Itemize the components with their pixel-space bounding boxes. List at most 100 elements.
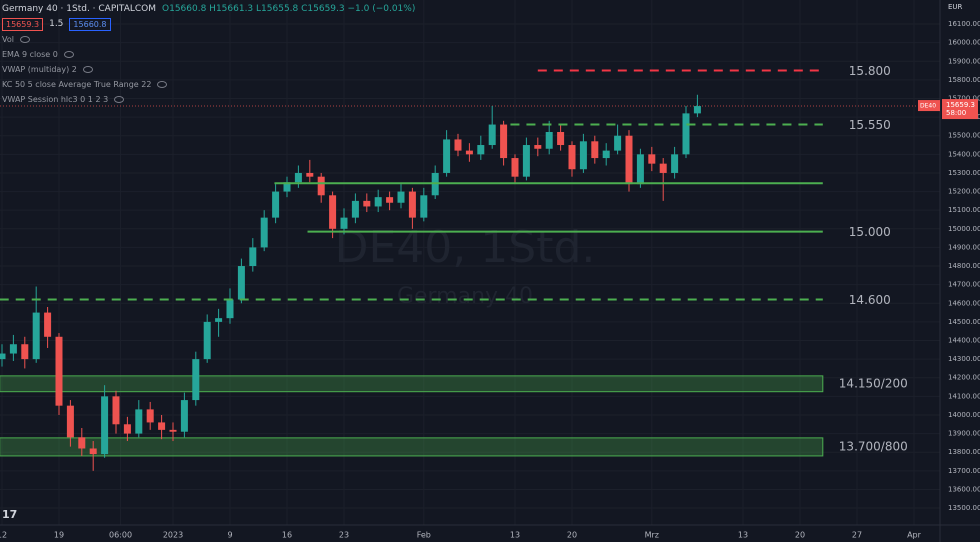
y-tick-label: 13800.00 bbox=[948, 448, 980, 456]
candle-body bbox=[397, 191, 405, 203]
level-label: 15.000 bbox=[849, 225, 891, 239]
y-tick-label: 14500.00 bbox=[948, 318, 980, 326]
y-tick-label: 15400.00 bbox=[948, 150, 980, 158]
candle-body bbox=[237, 266, 245, 300]
y-tick-label: 14700.00 bbox=[948, 281, 980, 289]
indicator[interactable]: EMA 9 close 0 bbox=[2, 47, 415, 62]
candle-body bbox=[454, 139, 462, 151]
zone bbox=[0, 437, 824, 457]
candle-body bbox=[693, 106, 701, 114]
indicator-label: EMA 9 close 0 bbox=[2, 50, 58, 59]
candle-body bbox=[158, 422, 166, 430]
level-label: 14.600 bbox=[849, 293, 891, 307]
candle-body bbox=[511, 158, 519, 177]
candle-body bbox=[386, 197, 394, 203]
x-tick-label: Apr bbox=[907, 531, 922, 540]
y-tick-label: 15000.00 bbox=[948, 225, 980, 233]
eye-icon[interactable] bbox=[157, 81, 168, 88]
candle-body bbox=[89, 448, 97, 455]
candle-body bbox=[557, 131, 565, 146]
x-tick-label: 27 bbox=[852, 531, 862, 540]
candle-body bbox=[9, 344, 17, 354]
x-tick-label: 13 bbox=[738, 531, 748, 540]
y-tick-label: 14200.00 bbox=[948, 374, 980, 382]
y-tick-label: 14600.00 bbox=[948, 299, 980, 307]
candle-body bbox=[659, 163, 667, 173]
candle-body bbox=[249, 247, 257, 267]
currency: EUR bbox=[948, 3, 963, 11]
candle-body bbox=[78, 437, 86, 449]
y-tick-label: 13900.00 bbox=[948, 430, 980, 438]
eye-icon[interactable] bbox=[82, 66, 93, 73]
candle-body bbox=[374, 197, 382, 207]
candle-body bbox=[135, 409, 143, 434]
candle-body bbox=[579, 141, 587, 170]
candle-body bbox=[21, 344, 29, 360]
candle-body bbox=[351, 200, 359, 218]
symbol-title[interactable]: Germany 40 · 1Std. · CAPITALCOM bbox=[2, 4, 157, 14]
y-tick-label: 13500.00 bbox=[948, 504, 980, 512]
x-tick-label: Mrz bbox=[645, 531, 659, 540]
eye-icon[interactable] bbox=[19, 36, 30, 43]
x-tick-label: 2023 bbox=[163, 531, 183, 540]
y-tick-label: 13600.00 bbox=[948, 485, 980, 493]
zone bbox=[0, 375, 824, 393]
candle-body bbox=[32, 312, 40, 360]
y-tick-label: 15800.00 bbox=[948, 76, 980, 84]
y-tick-label: 15500.00 bbox=[948, 132, 980, 140]
candle-body bbox=[488, 124, 496, 146]
candle-body bbox=[591, 141, 599, 159]
indicator-label: VWAP Session hlc3 0 1 2 3 bbox=[2, 95, 109, 104]
eye-icon[interactable] bbox=[114, 96, 125, 103]
candle-body bbox=[44, 312, 52, 337]
y-tick-label: 14000.00 bbox=[948, 411, 980, 419]
candle-body bbox=[477, 145, 485, 155]
x-tick-label: 9 bbox=[227, 531, 232, 540]
candle-body bbox=[602, 150, 610, 159]
y-tick-label: 16100.00 bbox=[948, 20, 980, 28]
spread: 1.5 bbox=[49, 19, 64, 29]
indicator-label: VWAP (multiday) 2 bbox=[2, 65, 77, 74]
level-label: 15.550 bbox=[849, 118, 891, 132]
ask[interactable]: 15660.8 bbox=[69, 18, 111, 31]
price-tag-countdown: 58:00 bbox=[946, 109, 966, 117]
x-tick-label: 20 bbox=[795, 531, 805, 540]
y-tick-label: 13700.00 bbox=[948, 467, 980, 475]
candle-body bbox=[614, 135, 622, 151]
candle-body bbox=[636, 154, 644, 185]
eye-icon[interactable] bbox=[63, 51, 74, 58]
price-tag-symbol: DE40 bbox=[920, 103, 936, 110]
indicator[interactable]: VWAP Session hlc3 0 1 2 3 bbox=[2, 92, 415, 107]
candle-body bbox=[465, 150, 473, 155]
candle-body bbox=[192, 359, 200, 401]
y-tick-label: 14800.00 bbox=[948, 262, 980, 270]
candle-body bbox=[226, 299, 234, 319]
indicator[interactable]: VWAP (multiday) 2 bbox=[2, 62, 415, 77]
x-tick-label: 20 bbox=[567, 531, 577, 540]
candle-body bbox=[648, 154, 656, 164]
logo: 17 bbox=[2, 508, 17, 521]
zone-label: 14.150/200 bbox=[839, 376, 908, 390]
header: Germany 40 · 1Std. · CAPITALCOM O15660.8 … bbox=[2, 2, 415, 107]
x-tick-label: 13 bbox=[510, 531, 520, 540]
y-tick-label: 14300.00 bbox=[948, 355, 980, 363]
candle-body bbox=[112, 396, 120, 425]
candle-body bbox=[500, 124, 508, 159]
indicator[interactable]: KC 50 5 close Average True Range 22 bbox=[2, 77, 415, 92]
candle-body bbox=[306, 172, 314, 177]
indicator[interactable]: Vol bbox=[2, 32, 415, 47]
bid[interactable]: 15659.3 bbox=[2, 18, 44, 31]
y-tick-label: 16000.00 bbox=[948, 39, 980, 47]
indicator-label: KC 50 5 close Average True Range 22 bbox=[2, 80, 152, 89]
candle-body bbox=[340, 217, 348, 229]
candle-body bbox=[260, 217, 268, 248]
y-tick-label: 15700.00 bbox=[948, 94, 980, 102]
candle-body bbox=[146, 409, 154, 423]
watermark-name: Germany 40 bbox=[397, 284, 533, 309]
candle-body bbox=[272, 191, 280, 218]
y-tick-label: 15100.00 bbox=[948, 206, 980, 214]
candle-body bbox=[283, 182, 291, 192]
candle-body bbox=[215, 318, 223, 322]
candle-body bbox=[66, 405, 74, 438]
